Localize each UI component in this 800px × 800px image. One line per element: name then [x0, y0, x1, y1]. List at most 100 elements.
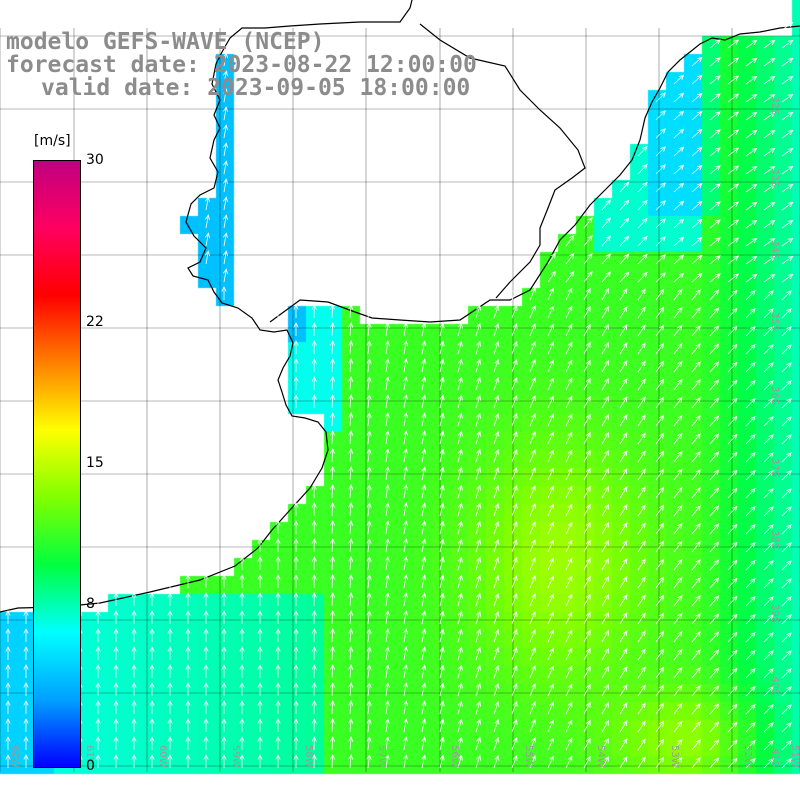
wind-arrow	[403, 574, 409, 589]
wind-arrow	[457, 466, 463, 481]
wind-arrow	[745, 219, 758, 229]
wind-arrow	[23, 664, 29, 678]
wind-arrow	[493, 430, 500, 445]
wind-arrow	[691, 595, 701, 607]
wind-arrow	[475, 394, 481, 409]
wind-arrow	[601, 253, 612, 265]
wind-arrow	[619, 181, 630, 193]
wind-arrow	[727, 757, 738, 769]
wind-arrow	[493, 628, 500, 643]
wind-arrow	[329, 700, 335, 715]
wind-arrow	[565, 413, 573, 427]
wind-arrow	[601, 199, 612, 211]
wind-arrow	[5, 610, 11, 624]
wind-arrow	[511, 665, 518, 679]
wind-arrow	[763, 614, 774, 625]
wind-arrow	[673, 720, 683, 733]
wind-arrow	[421, 556, 427, 571]
wind-arrow	[691, 272, 703, 283]
wind-arrow	[637, 199, 648, 211]
wind-arrow	[204, 214, 210, 229]
wind-arrow	[655, 486, 665, 499]
wind-arrow	[655, 218, 666, 229]
wind-arrow	[637, 540, 646, 553]
wind-arrow	[673, 254, 685, 265]
wind-arrow	[709, 93, 721, 103]
wind-arrow	[547, 647, 554, 661]
wind-arrow	[239, 682, 245, 696]
wind-arrow	[637, 163, 648, 175]
wind-arrow	[149, 646, 155, 660]
wind-arrow	[403, 628, 409, 643]
wind-arrow	[221, 628, 227, 642]
wind-arrow	[547, 521, 554, 535]
wind-arrow	[348, 646, 354, 661]
wind-arrow	[637, 432, 646, 445]
wind-arrow	[763, 147, 776, 157]
wind-arrow	[763, 183, 776, 193]
wind-arrow	[348, 304, 354, 319]
wind-arrow	[763, 470, 774, 481]
wind-arrow	[131, 718, 137, 732]
wind-arrow	[529, 737, 536, 751]
wind-arrow	[529, 413, 536, 427]
wind-arrow	[403, 556, 409, 571]
wind-arrow	[275, 574, 281, 588]
wind-arrow	[439, 574, 445, 589]
wind-arrow	[781, 524, 792, 535]
wind-arrow	[293, 358, 299, 372]
wind-arrow	[257, 718, 263, 732]
wind-arrow	[366, 610, 372, 625]
wind-arrow	[547, 701, 554, 715]
wind-arrow	[421, 520, 427, 535]
wind-arrow	[601, 522, 609, 535]
wind-arrow	[311, 736, 317, 751]
wind-arrow	[257, 304, 263, 318]
wind-arrow	[781, 57, 794, 67]
wind-arrow	[673, 128, 685, 139]
wind-arrow	[329, 592, 335, 607]
wind-arrow	[637, 181, 648, 193]
wind-arrow	[511, 467, 518, 481]
wind-arrow	[5, 700, 11, 714]
wind-arrow	[275, 754, 281, 768]
longitude-label: 61W	[84, 745, 95, 768]
wind-arrow	[348, 628, 354, 643]
wind-arrow	[239, 754, 245, 768]
wind-arrow	[781, 578, 792, 589]
wind-arrow	[167, 700, 173, 714]
wind-arrow	[601, 378, 609, 391]
wind-arrow	[637, 576, 646, 589]
wind-arrow	[655, 666, 665, 679]
wind-arrow	[493, 664, 500, 679]
wind-arrow	[257, 736, 263, 750]
wind-arrow	[384, 736, 390, 751]
wind-arrow	[366, 322, 372, 337]
wind-arrow	[366, 358, 372, 373]
wind-arrow	[727, 39, 740, 49]
wind-arrow	[293, 538, 299, 552]
wind-arrow	[583, 359, 591, 373]
wind-arrow	[763, 344, 774, 355]
wind-arrow	[619, 217, 630, 229]
wind-arrow	[619, 558, 628, 571]
wind-arrow	[763, 398, 774, 409]
wind-arrow	[457, 412, 463, 427]
wind-arrow	[583, 755, 591, 769]
wind-arrow	[691, 236, 703, 247]
wind-arrow	[655, 324, 665, 337]
wind-arrow	[691, 577, 701, 589]
wind-arrow	[709, 75, 721, 85]
wind-arrow	[239, 628, 245, 642]
wind-arrow	[221, 610, 227, 624]
wind-arrow	[421, 394, 427, 409]
wind-arrow	[727, 649, 738, 661]
wind-arrow	[781, 686, 792, 697]
wind-arrow	[475, 664, 481, 679]
wind-arrow	[619, 684, 628, 697]
wind-arrow	[745, 416, 756, 427]
wind-arrow	[727, 361, 738, 373]
wind-arrow	[511, 359, 518, 373]
wind-arrow	[403, 538, 409, 553]
wind-arrow	[691, 613, 701, 625]
